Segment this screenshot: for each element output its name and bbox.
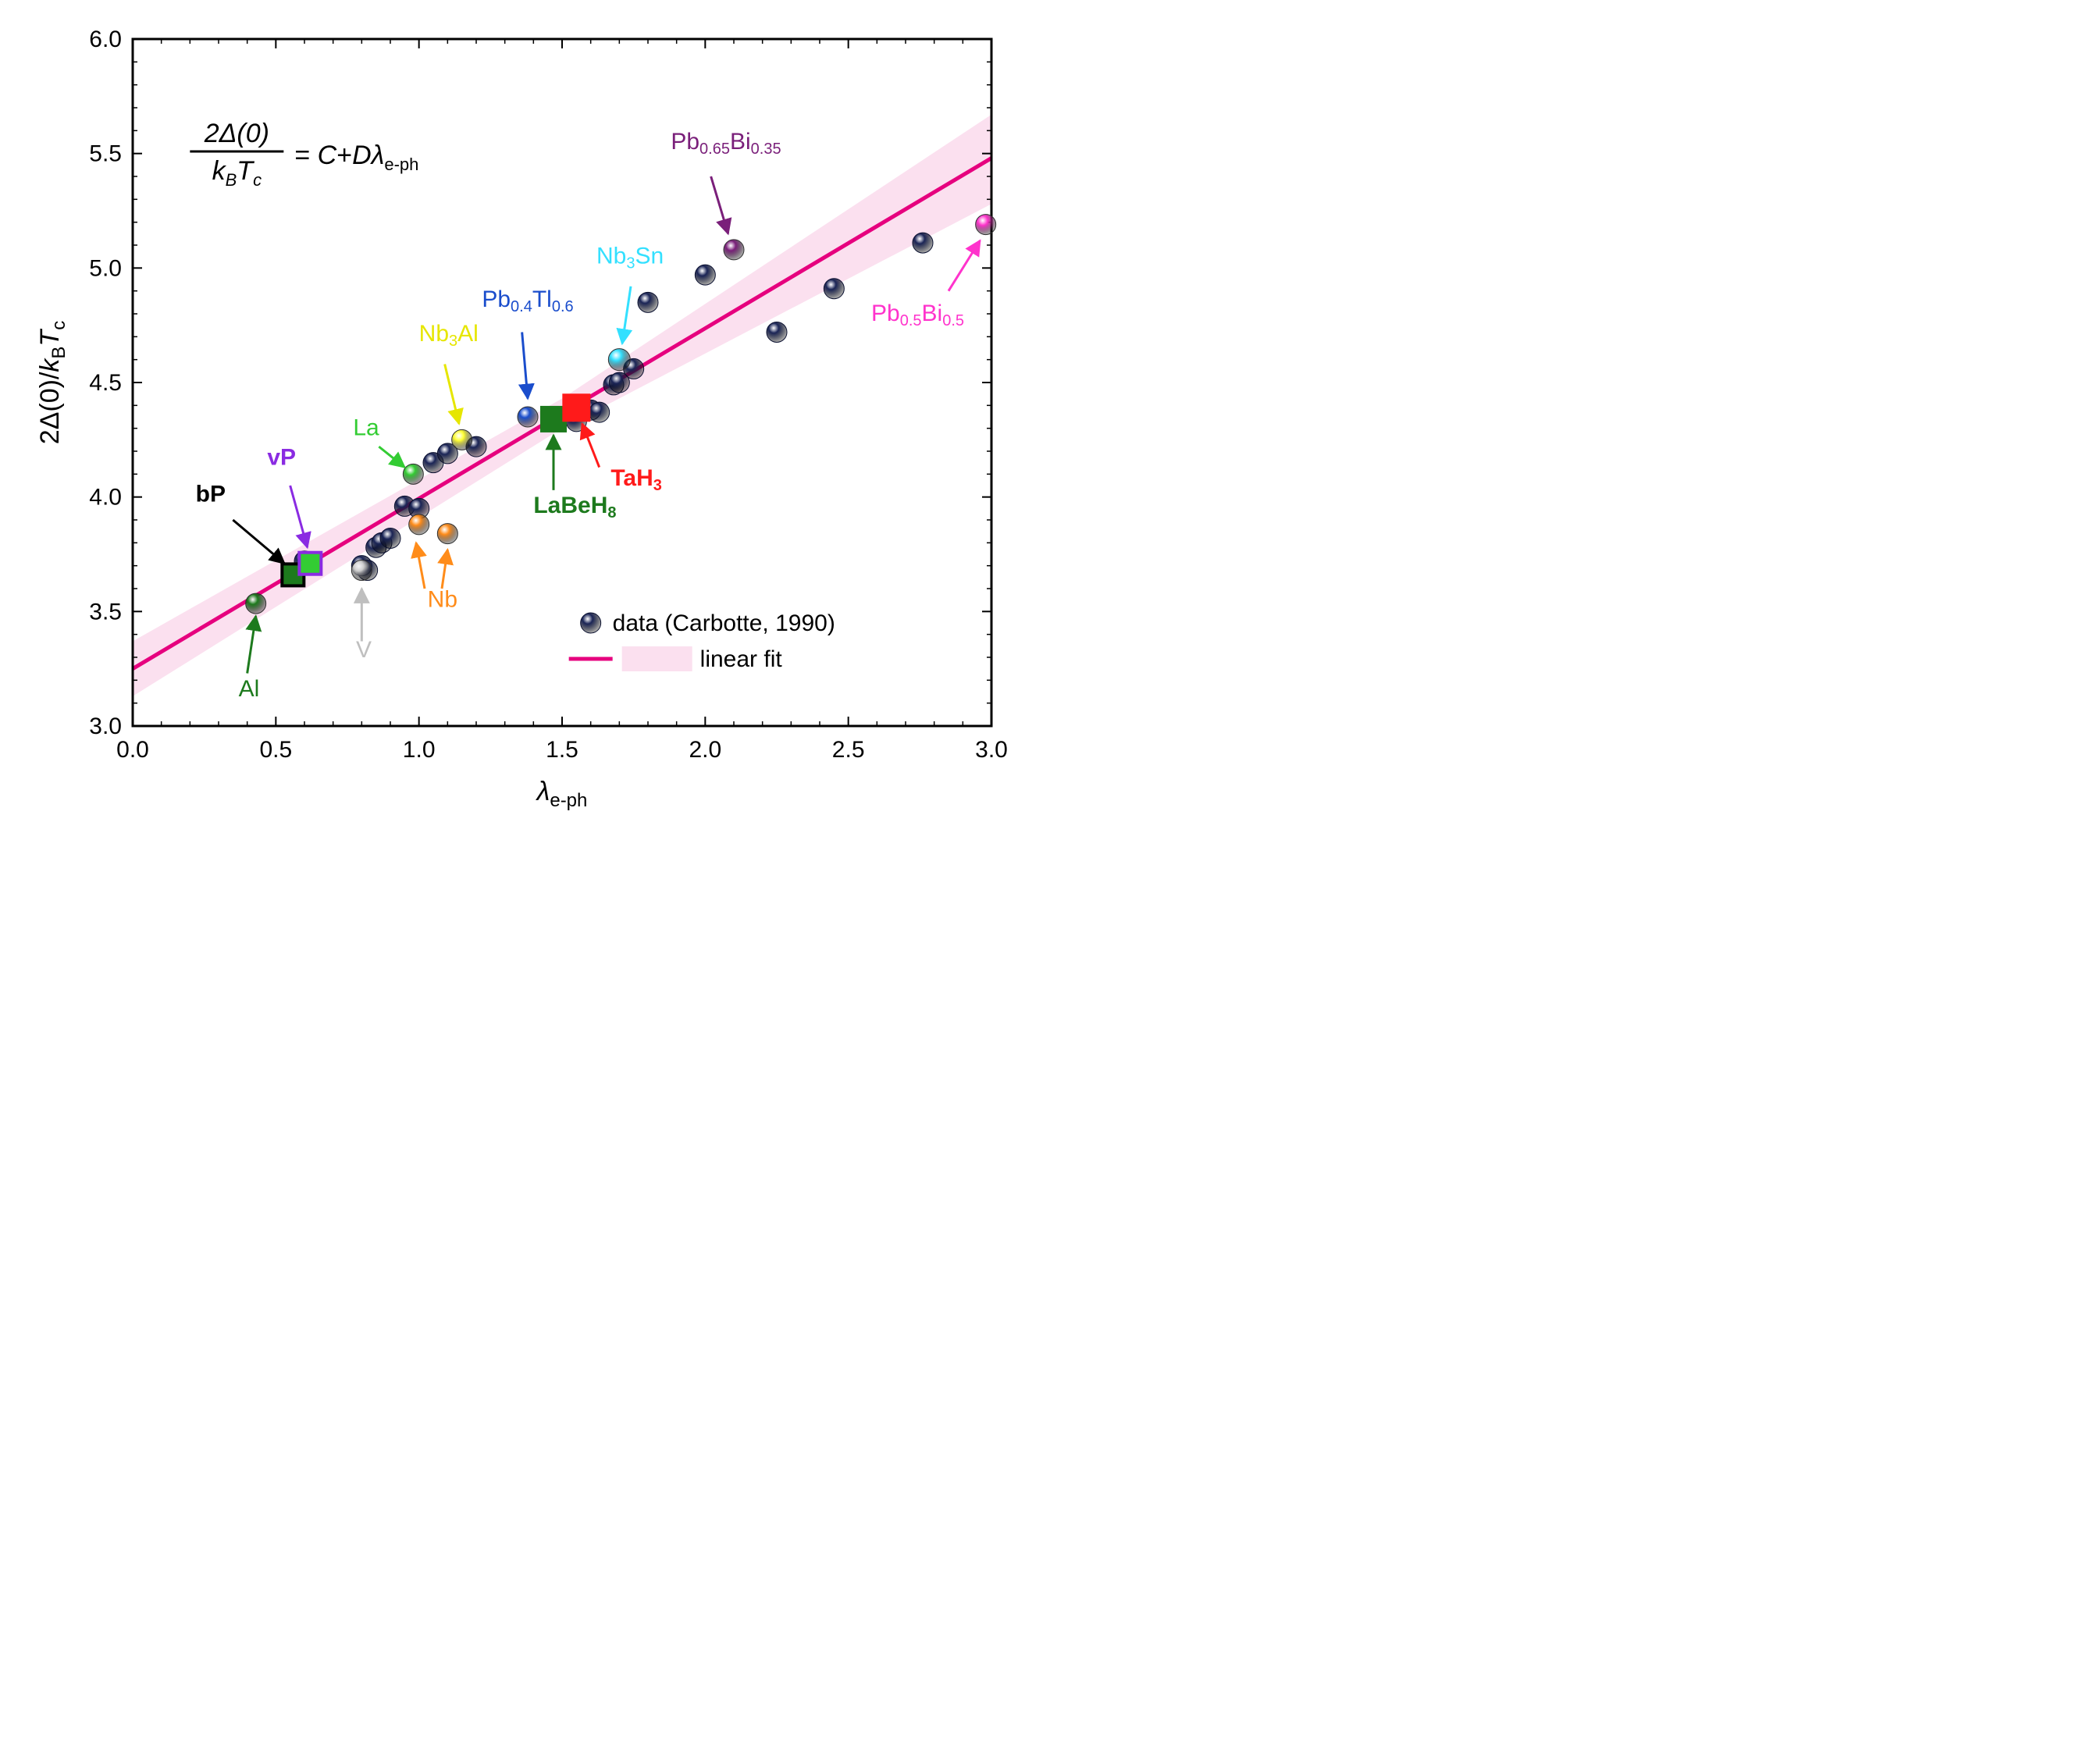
annotation-label-Nb: Nb — [428, 586, 457, 612]
annotation-label-Al: Al — [239, 676, 260, 702]
annotation-label-La: La — [353, 415, 379, 440]
highlighted-point-La — [403, 464, 423, 484]
x-tick-label: 2.5 — [832, 737, 865, 763]
annotation-label-TaH3: TaH3 — [610, 465, 662, 494]
data-point — [695, 265, 715, 285]
legend-fit-band-icon — [622, 646, 692, 671]
highlighted-point-Nb3Sn — [608, 349, 630, 371]
annotation-arrow — [949, 240, 980, 291]
y-tick-label: 4.5 — [89, 370, 122, 396]
y-tick-label: 3.5 — [89, 599, 122, 625]
annotation-label-vP: vP — [267, 445, 296, 471]
data-point — [824, 279, 844, 299]
x-tick-label: 0.5 — [259, 737, 292, 763]
scatter-chart: 0.0 0.5 1.0 1.5 2.0 2.5 3.0 3.0 3.5 4.0 4.5 5.0 5.5 6… — [0, 0, 1050, 879]
annotation-label-Nb3Sn: Nb3Sn — [596, 243, 664, 272]
annotation-label-PbBi035: Pb0.65Bi0.35 — [671, 129, 781, 158]
data-point — [638, 292, 658, 312]
y-tick-label: 3.0 — [89, 714, 122, 739]
chart-container: { "chart": { "type": "scatter", "width":… — [0, 0, 1050, 879]
annotation-label-PbBi05: Pb0.5Bi0.5 — [871, 301, 964, 329]
y-tick-label: 5.0 — [89, 255, 122, 281]
annotation-label-V: V — [356, 637, 372, 663]
x-axis-title: λe-ph — [536, 777, 588, 811]
annotation-arrow — [582, 424, 600, 468]
legend-fit-label: linear fit — [700, 646, 783, 672]
annotation-label-bP: bP — [196, 482, 226, 507]
annotation-arrow — [247, 616, 256, 673]
y-axis-title: 2Δ(0)/kBTc — [35, 321, 69, 444]
annotation-arrow — [379, 447, 404, 467]
highlighted-point-Nb3Al — [452, 429, 472, 450]
y-tick-label: 5.5 — [89, 141, 122, 167]
x-tick-label: 2.0 — [689, 737, 721, 763]
annotation-arrow — [445, 365, 459, 424]
x-tick-label: 3.0 — [975, 737, 1008, 763]
annotation-arrow — [622, 286, 631, 343]
annotation-arrow — [290, 486, 308, 547]
highlighted-point-Nb2 — [437, 524, 457, 544]
annotation-label-PbTl: Pb0.4Tl0.6 — [482, 286, 573, 315]
equation-denominator: kBTc — [212, 156, 262, 190]
annotation-label-LaBeH8: LaBeH8 — [533, 493, 616, 521]
annotation-arrow — [522, 332, 528, 398]
annotation-label-Nb3Al: Nb3Al — [419, 321, 479, 350]
annotation-arrow — [711, 176, 728, 233]
equation-rhs: = C+Dλe-ph — [294, 141, 418, 174]
y-tick-label: 4.0 — [89, 485, 122, 511]
legend-data-label: data (Carbotte, 1990) — [613, 610, 835, 636]
data-point — [589, 402, 610, 422]
highlighted-point-PbBi05 — [976, 215, 996, 235]
data-point — [380, 528, 400, 548]
highlighted-point-Nb1 — [409, 514, 429, 535]
highlighted-point-Al — [246, 593, 266, 614]
x-tick-label: 1.0 — [403, 737, 436, 763]
legend-marker-icon — [581, 613, 601, 633]
annotation-arrow — [233, 520, 284, 564]
annotation-arrow — [416, 543, 425, 589]
x-tick-label: 0.0 — [116, 737, 149, 763]
highlighted-point-PbBi035 — [724, 240, 744, 260]
y-tick-label: 6.0 — [89, 27, 122, 52]
x-tick-label: 1.5 — [546, 737, 578, 763]
annotation-arrow — [442, 550, 447, 589]
data-point — [913, 233, 933, 253]
highlighted-point-PbTl — [518, 407, 538, 427]
highlighted-square-vP — [299, 553, 321, 575]
data-point — [767, 322, 787, 342]
equation-numerator: 2Δ(0) — [204, 119, 269, 148]
highlighted-point-V — [351, 560, 372, 581]
highlighted-square-TaH3 — [564, 395, 589, 420]
highlighted-square-LaBeH8 — [542, 407, 565, 431]
